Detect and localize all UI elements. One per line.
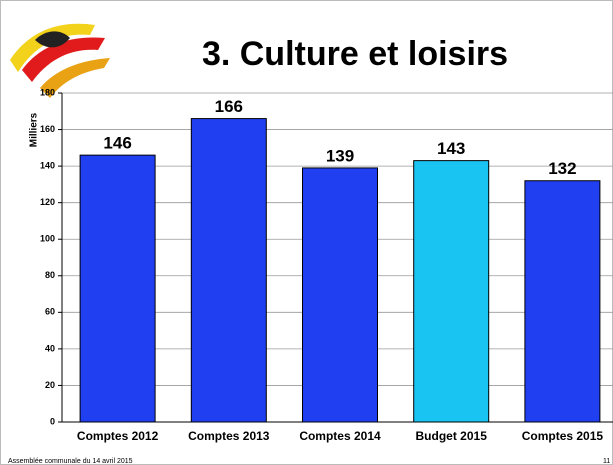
value-label: 143 xyxy=(437,139,465,158)
value-label: 166 xyxy=(215,97,243,116)
y-tick-label: 100 xyxy=(40,234,55,244)
y-axis-label: Milliers xyxy=(29,112,40,147)
page-number: 11 xyxy=(603,458,610,465)
value-label: 146 xyxy=(103,134,131,153)
x-tick-label: Comptes 2013 xyxy=(188,429,270,443)
logo xyxy=(10,23,110,98)
value-label: 139 xyxy=(326,146,354,165)
bar xyxy=(79,154,156,423)
y-tick-label: 180 xyxy=(40,87,55,97)
chart-title: 3. Culture et loisirs xyxy=(202,35,508,73)
bar xyxy=(524,180,601,423)
bar xyxy=(413,160,490,423)
x-tick-label: Comptes 2014 xyxy=(299,429,381,443)
footer: Assemblée communale du 14 avril 2015 xyxy=(8,458,133,465)
y-tick-label: 20 xyxy=(45,380,55,390)
y-tick-label: 80 xyxy=(45,270,55,280)
x-tick-label: Budget 2015 xyxy=(416,429,488,443)
y-tick-label: 60 xyxy=(45,307,55,317)
y-tick-label: 40 xyxy=(45,343,55,353)
value-label: 132 xyxy=(548,159,576,178)
y-tick-label: 140 xyxy=(40,160,55,170)
bar xyxy=(302,167,378,423)
y-tick-label: 120 xyxy=(40,197,55,207)
bar xyxy=(190,118,267,423)
y-tick-label: 160 xyxy=(40,124,55,134)
y-tick-label: 0 xyxy=(50,416,55,426)
x-tick-label: Comptes 2012 xyxy=(77,429,159,443)
x-tick-label: Comptes 2015 xyxy=(522,429,604,443)
